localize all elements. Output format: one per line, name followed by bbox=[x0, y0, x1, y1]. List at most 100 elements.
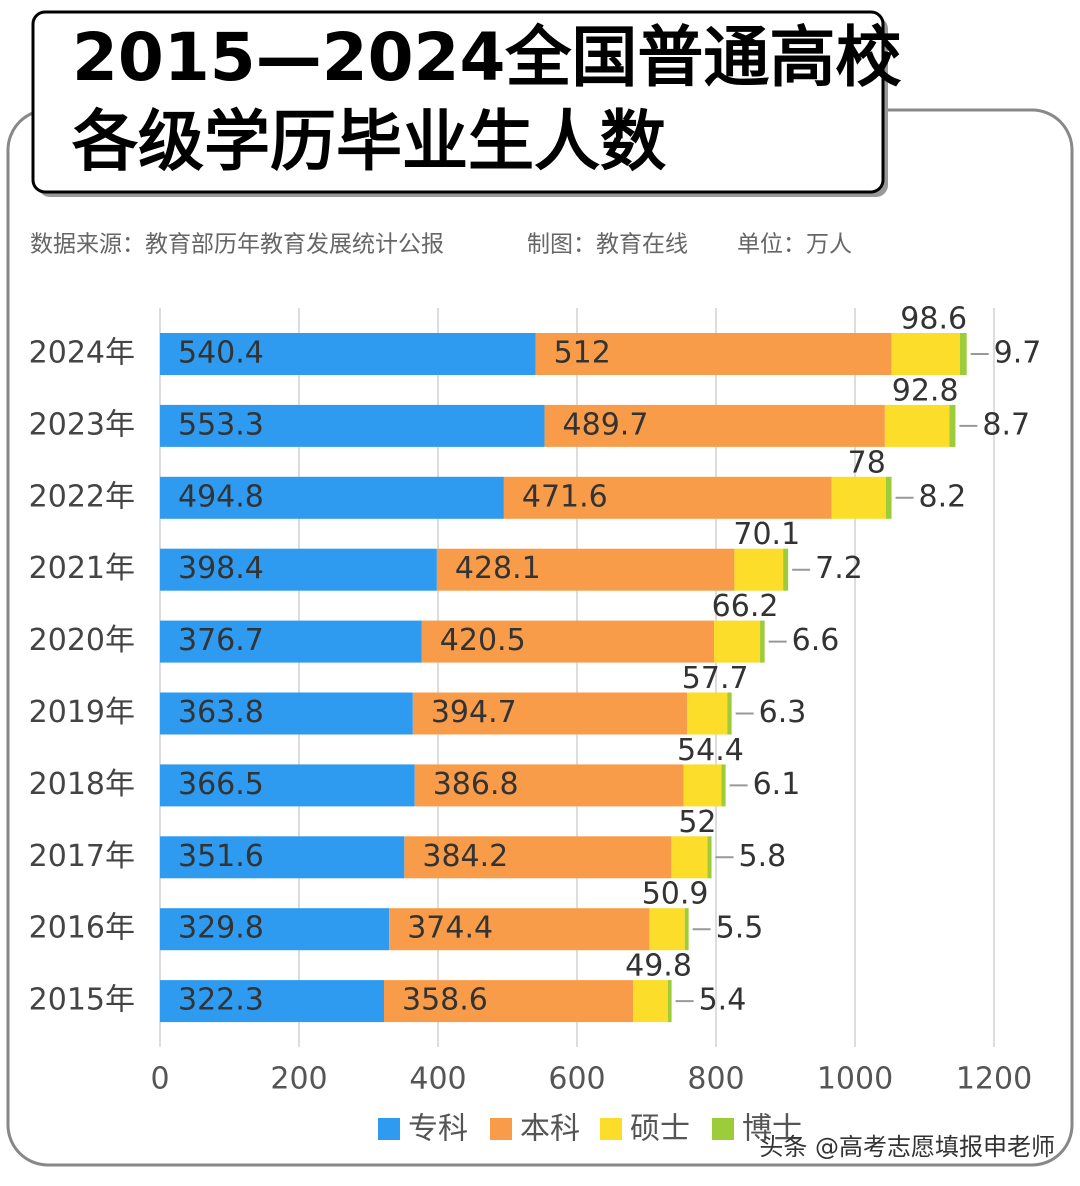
bar-segment bbox=[687, 692, 728, 735]
bar-segment bbox=[412, 692, 688, 735]
bar-segment bbox=[436, 548, 735, 591]
data-label: 5.8 bbox=[739, 839, 787, 874]
data-label: 6.6 bbox=[792, 623, 840, 658]
bar-segment bbox=[544, 404, 885, 447]
legend-swatch bbox=[712, 1118, 734, 1140]
y-tick-label: 2017年 bbox=[29, 839, 135, 874]
data-label: 512 bbox=[554, 336, 611, 371]
chart-title: 各级学历毕业生人数 bbox=[72, 103, 666, 180]
data-label: 394.7 bbox=[431, 695, 517, 730]
bar-segment bbox=[949, 404, 956, 447]
data-label: 420.5 bbox=[440, 623, 526, 658]
data-label: 78 bbox=[848, 445, 886, 480]
bar-segment bbox=[160, 333, 536, 375]
data-label: 540.4 bbox=[178, 336, 264, 371]
bar-segment bbox=[160, 908, 390, 951]
bar-segment bbox=[160, 836, 405, 879]
data-label: 428.1 bbox=[455, 551, 541, 586]
data-label: 386.8 bbox=[433, 767, 519, 802]
bar-segment bbox=[160, 404, 545, 447]
bar-segment bbox=[160, 692, 413, 735]
bar-segment bbox=[884, 404, 950, 447]
data-label: 49.8 bbox=[625, 949, 692, 984]
data-label: 6.1 bbox=[753, 767, 801, 802]
y-tick-label: 2024年 bbox=[29, 336, 135, 371]
watermark: 头条 @高考志愿填报申老师 bbox=[759, 1133, 1055, 1161]
legend-label: 硕士 bbox=[630, 1112, 690, 1147]
y-tick-label: 2022年 bbox=[29, 479, 135, 514]
data-label: 398.4 bbox=[178, 551, 264, 586]
credit-note: 制图：教育在线 bbox=[527, 232, 688, 258]
x-tick-label: 0 bbox=[150, 1062, 169, 1097]
bar-segment bbox=[535, 333, 892, 375]
bar-segment bbox=[160, 548, 437, 591]
x-tick-label: 200 bbox=[270, 1062, 327, 1097]
x-tick-label: 400 bbox=[409, 1062, 466, 1097]
data-label: 57.7 bbox=[682, 661, 749, 696]
chart-title: 2015—2024全国普通高校 bbox=[72, 19, 901, 96]
bar-segment bbox=[649, 908, 685, 951]
bar-segment bbox=[683, 764, 722, 807]
bar-segment bbox=[959, 333, 967, 375]
data-label: 7.2 bbox=[815, 551, 863, 586]
data-label: 471.6 bbox=[522, 479, 608, 514]
y-tick-label: 2020年 bbox=[29, 623, 135, 658]
bar-segment bbox=[783, 548, 789, 591]
data-label: 374.4 bbox=[407, 911, 493, 946]
bar-segment bbox=[160, 620, 422, 663]
bar-segment bbox=[707, 836, 712, 879]
legend-label: 博士 bbox=[742, 1112, 802, 1147]
data-label: 52 bbox=[678, 805, 716, 840]
data-label: 8.2 bbox=[919, 479, 967, 514]
x-tick-label: 800 bbox=[687, 1062, 744, 1097]
data-label: 98.6 bbox=[900, 302, 967, 337]
data-label: 5.4 bbox=[699, 983, 747, 1018]
bar-segment bbox=[160, 980, 384, 1023]
bar-segment bbox=[667, 980, 672, 1023]
bar-segment bbox=[160, 764, 415, 807]
data-label: 494.8 bbox=[178, 479, 264, 514]
x-tick-label: 600 bbox=[548, 1062, 605, 1097]
bar-segment bbox=[734, 548, 784, 591]
source-note: 数据来源：教育部历年教育发展统计公报 bbox=[30, 232, 444, 258]
bar-segment bbox=[383, 980, 634, 1023]
y-tick-label: 2016年 bbox=[29, 911, 135, 946]
y-tick-label: 2021年 bbox=[29, 551, 135, 586]
unit-note: 单位：万人 bbox=[737, 232, 852, 258]
bar-segment bbox=[831, 476, 886, 519]
bar-segment bbox=[389, 908, 650, 951]
data-label: 5.5 bbox=[716, 911, 764, 946]
bar-segment bbox=[421, 620, 715, 663]
bar-segment bbox=[727, 692, 732, 735]
data-label: 50.9 bbox=[642, 877, 709, 912]
data-label: 322.3 bbox=[178, 983, 264, 1018]
bar-segment bbox=[671, 836, 708, 879]
data-label: 70.1 bbox=[733, 517, 800, 552]
data-label: 329.8 bbox=[178, 911, 264, 946]
title-box bbox=[31, 10, 885, 194]
data-label: 384.2 bbox=[422, 839, 508, 874]
data-label: 366.5 bbox=[178, 767, 264, 802]
data-label: 553.3 bbox=[178, 407, 264, 442]
data-label: 66.2 bbox=[712, 589, 779, 624]
legend-swatch bbox=[600, 1118, 622, 1140]
bar-segment bbox=[891, 333, 960, 375]
data-label: 489.7 bbox=[563, 407, 649, 442]
y-tick-label: 2018年 bbox=[29, 767, 135, 802]
data-label: 376.7 bbox=[178, 623, 264, 658]
bar-segment bbox=[684, 908, 689, 951]
y-tick-label: 2023年 bbox=[29, 407, 135, 442]
bar-segment bbox=[760, 620, 765, 663]
legend-swatch bbox=[490, 1118, 512, 1140]
legend-label: 本科 bbox=[520, 1112, 580, 1147]
bar-segment bbox=[885, 476, 892, 519]
bar-segment bbox=[404, 836, 672, 879]
data-label: 54.4 bbox=[677, 733, 744, 768]
bar-segment bbox=[714, 620, 761, 663]
y-tick-label: 2019年 bbox=[29, 695, 135, 730]
data-label: 6.3 bbox=[759, 695, 807, 730]
bar-segment bbox=[503, 476, 832, 519]
bar-segment bbox=[414, 764, 684, 807]
x-tick-label: 1000 bbox=[817, 1062, 893, 1097]
